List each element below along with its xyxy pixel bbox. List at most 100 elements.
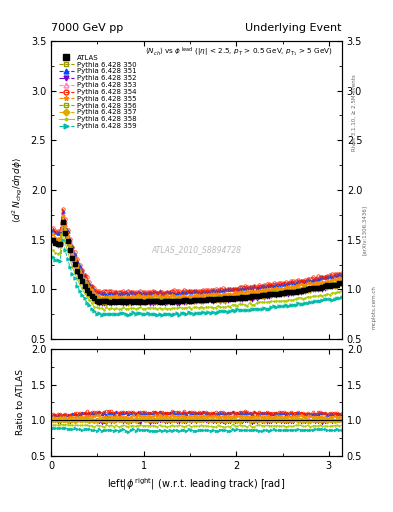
Pythia 6.428 355 bbox=[335, 277, 340, 283]
Pythia 6.428 358 bbox=[255, 300, 259, 306]
Pythia 6.428 357 bbox=[126, 300, 130, 306]
ATLAS bbox=[114, 298, 118, 305]
Pythia 6.428 358 bbox=[340, 288, 344, 294]
Pythia 6.428 354 bbox=[162, 290, 167, 296]
Pythia 6.428 355 bbox=[116, 294, 121, 300]
Pythia 6.428 356 bbox=[101, 298, 106, 305]
Pythia 6.428 359 bbox=[177, 312, 182, 318]
Pythia 6.428 357 bbox=[255, 293, 259, 299]
Pythia 6.428 355 bbox=[60, 212, 65, 219]
Pythia 6.428 352 bbox=[133, 300, 138, 306]
Pythia 6.428 353 bbox=[114, 297, 118, 304]
Pythia 6.428 358 bbox=[101, 307, 106, 313]
Pythia 6.428 356 bbox=[116, 297, 121, 304]
Pythia 6.428 355 bbox=[216, 291, 220, 297]
Pythia 6.428 358 bbox=[51, 247, 55, 253]
Pythia 6.428 350 bbox=[284, 289, 288, 295]
Text: Rivet 3.1.10, ≥ 2.5M events: Rivet 3.1.10, ≥ 2.5M events bbox=[352, 74, 357, 151]
Pythia 6.428 355 bbox=[133, 294, 138, 300]
Line: ATLAS: ATLAS bbox=[51, 221, 343, 304]
Pythia 6.428 356 bbox=[255, 292, 259, 298]
Pythia 6.428 356 bbox=[60, 219, 65, 225]
Pythia 6.428 353 bbox=[51, 237, 55, 243]
Line: Pythia 6.428 356: Pythia 6.428 356 bbox=[51, 220, 343, 304]
Pythia 6.428 352 bbox=[284, 291, 288, 297]
Pythia 6.428 356 bbox=[133, 298, 138, 304]
Text: Underlying Event: Underlying Event bbox=[245, 23, 342, 33]
Pythia 6.428 353 bbox=[160, 298, 165, 305]
Pythia 6.428 350 bbox=[340, 279, 344, 285]
Pythia 6.428 350 bbox=[51, 236, 55, 242]
Pythia 6.428 358 bbox=[116, 306, 121, 312]
Pythia 6.428 356 bbox=[284, 289, 288, 295]
Pythia 6.428 351 bbox=[340, 271, 344, 278]
Pythia 6.428 357 bbox=[340, 280, 344, 286]
Pythia 6.428 355 bbox=[51, 231, 55, 237]
Text: [arXiv:1306.3436]: [arXiv:1306.3436] bbox=[362, 205, 367, 255]
Pythia 6.428 359 bbox=[284, 302, 288, 308]
Pythia 6.428 358 bbox=[60, 229, 65, 236]
Y-axis label: $\langle d^2\,N_\mathrm{chg}/d\eta\,d\phi \rangle$: $\langle d^2\,N_\mathrm{chg}/d\eta\,d\ph… bbox=[11, 157, 25, 223]
Pythia 6.428 352 bbox=[60, 221, 65, 227]
Pythia 6.428 352 bbox=[335, 283, 340, 289]
Pythia 6.428 352 bbox=[116, 299, 121, 305]
Pythia 6.428 359 bbox=[340, 294, 344, 301]
Pythia 6.428 356 bbox=[51, 237, 55, 243]
Pythia 6.428 358 bbox=[133, 306, 138, 312]
Text: mcplots.cern.ch: mcplots.cern.ch bbox=[371, 285, 376, 329]
X-axis label: left|$\phi^{\,\mathrm{right}}$| (w.r.t. leading track) [rad]: left|$\phi^{\,\mathrm{right}}$| (w.r.t. … bbox=[107, 476, 286, 492]
Pythia 6.428 354 bbox=[131, 289, 136, 295]
Pythia 6.428 359 bbox=[51, 254, 55, 260]
Line: Pythia 6.428 351: Pythia 6.428 351 bbox=[51, 209, 343, 296]
Pythia 6.428 352 bbox=[216, 297, 220, 304]
Pythia 6.428 357 bbox=[51, 237, 55, 243]
Pythia 6.428 357 bbox=[114, 297, 118, 304]
Pythia 6.428 354 bbox=[60, 206, 65, 212]
ATLAS bbox=[284, 289, 288, 295]
Legend: ATLAS, Pythia 6.428 350, Pythia 6.428 351, Pythia 6.428 352, Pythia 6.428 353, P: ATLAS, Pythia 6.428 350, Pythia 6.428 35… bbox=[56, 52, 139, 132]
Pythia 6.428 359 bbox=[60, 237, 65, 243]
Pythia 6.428 357 bbox=[133, 299, 138, 305]
Pythia 6.428 356 bbox=[216, 295, 220, 302]
Pythia 6.428 353 bbox=[284, 288, 288, 294]
Line: Pythia 6.428 350: Pythia 6.428 350 bbox=[51, 219, 343, 303]
Pythia 6.428 359 bbox=[255, 306, 259, 312]
Pythia 6.428 351 bbox=[51, 227, 55, 233]
Pythia 6.428 353 bbox=[340, 279, 344, 285]
ATLAS bbox=[255, 293, 259, 300]
Pythia 6.428 350 bbox=[60, 218, 65, 224]
Line: Pythia 6.428 359: Pythia 6.428 359 bbox=[51, 239, 343, 316]
Pythia 6.428 353 bbox=[60, 219, 65, 225]
Pythia 6.428 351 bbox=[255, 285, 259, 291]
Line: Pythia 6.428 358: Pythia 6.428 358 bbox=[51, 231, 343, 312]
Line: Pythia 6.428 352: Pythia 6.428 352 bbox=[51, 223, 343, 306]
Pythia 6.428 354 bbox=[284, 279, 288, 285]
Line: Pythia 6.428 357: Pythia 6.428 357 bbox=[51, 220, 344, 305]
Pythia 6.428 355 bbox=[99, 294, 104, 301]
Pythia 6.428 359 bbox=[216, 309, 220, 315]
Pythia 6.428 350 bbox=[335, 280, 340, 286]
Line: Pythia 6.428 354: Pythia 6.428 354 bbox=[51, 207, 343, 295]
Pythia 6.428 353 bbox=[335, 281, 340, 287]
ATLAS bbox=[140, 299, 145, 305]
Pythia 6.428 357 bbox=[284, 289, 288, 295]
Pythia 6.428 351 bbox=[104, 291, 109, 297]
Pythia 6.428 350 bbox=[116, 298, 121, 304]
Pythia 6.428 356 bbox=[340, 280, 344, 286]
Pythia 6.428 351 bbox=[335, 272, 340, 278]
Pythia 6.428 353 bbox=[216, 295, 220, 301]
Pythia 6.428 351 bbox=[284, 281, 288, 287]
Pythia 6.428 355 bbox=[255, 288, 259, 294]
Y-axis label: Ratio to ATLAS: Ratio to ATLAS bbox=[16, 370, 25, 435]
ATLAS bbox=[131, 298, 136, 305]
Line: Pythia 6.428 353: Pythia 6.428 353 bbox=[51, 220, 343, 303]
Pythia 6.428 351 bbox=[216, 287, 220, 293]
Pythia 6.428 352 bbox=[255, 295, 259, 302]
Pythia 6.428 351 bbox=[116, 290, 121, 296]
Pythia 6.428 350 bbox=[104, 298, 109, 304]
Pythia 6.428 357 bbox=[60, 219, 65, 225]
Pythia 6.428 351 bbox=[133, 290, 138, 296]
Pythia 6.428 358 bbox=[335, 289, 340, 295]
ATLAS bbox=[51, 237, 55, 243]
Text: ATLAS_2010_S8894728: ATLAS_2010_S8894728 bbox=[151, 245, 242, 254]
